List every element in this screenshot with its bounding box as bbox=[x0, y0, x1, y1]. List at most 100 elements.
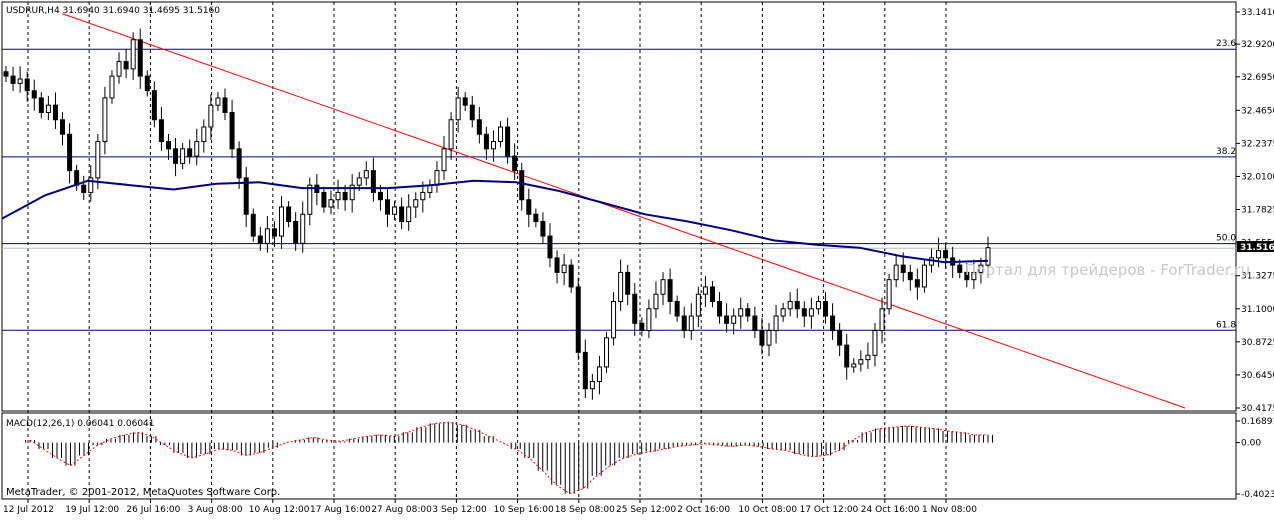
candle-bear bbox=[60, 119, 66, 135]
candle-bear bbox=[568, 264, 574, 288]
trendline bbox=[61, 13, 1186, 409]
time-tick-label: 12 Jul 2012 bbox=[3, 505, 54, 515]
price-tick-label: 33.1410 bbox=[1241, 8, 1274, 18]
candle-bear bbox=[709, 286, 715, 302]
candle-bear bbox=[222, 97, 228, 113]
candle-bull bbox=[406, 206, 412, 223]
macd-label: MACD(12,26,1) 0.06041 0.06041 bbox=[6, 419, 155, 429]
candle-bear bbox=[10, 75, 16, 84]
time-tick-label: 26 Jul 16:00 bbox=[126, 505, 180, 515]
time-tick-label: 17 Aug 16:00 bbox=[310, 505, 371, 515]
candle-bear bbox=[271, 228, 277, 237]
candle-bull bbox=[646, 308, 652, 332]
price-tick-label: 32.9200 bbox=[1241, 40, 1274, 50]
candle-bear bbox=[639, 322, 645, 332]
candle-bull bbox=[307, 184, 313, 215]
fib-level-label: 38.2 bbox=[1216, 147, 1236, 157]
candle-bear bbox=[476, 119, 482, 135]
candle-bull bbox=[363, 170, 369, 179]
candle-bear bbox=[674, 300, 680, 317]
price-tick-label: 30.4175 bbox=[1241, 404, 1274, 414]
candle-bear bbox=[554, 257, 560, 273]
candle-bear bbox=[745, 308, 751, 317]
price-pane bbox=[1, 1, 1237, 412]
candle-bear bbox=[293, 221, 299, 244]
candle-bull bbox=[893, 264, 899, 281]
candle-bear bbox=[582, 351, 588, 390]
candle-bull bbox=[45, 104, 51, 113]
candle-bull bbox=[851, 363, 857, 368]
candle-bull bbox=[441, 148, 447, 172]
candle-bull bbox=[858, 359, 864, 365]
candle-bull bbox=[773, 315, 779, 332]
price-tick-label: 31.3275 bbox=[1241, 272, 1274, 282]
candle-bear bbox=[681, 315, 687, 332]
price-tick-label: 30.6450 bbox=[1241, 371, 1274, 381]
price-tick-label: 32.0100 bbox=[1241, 172, 1274, 182]
candle-bull bbox=[872, 330, 878, 356]
current-price-badge bbox=[1237, 241, 1274, 252]
candle-bull bbox=[971, 271, 977, 281]
candle-bear bbox=[31, 90, 37, 99]
candle-bear bbox=[483, 133, 489, 150]
candle-bear bbox=[123, 61, 129, 70]
candle-bear bbox=[625, 271, 631, 295]
time-tick-label: 19 Jul 12:00 bbox=[65, 505, 119, 515]
candle-bear bbox=[512, 155, 518, 172]
candle-bear bbox=[717, 300, 723, 317]
macd-tick-label: -0.40234 bbox=[1241, 490, 1274, 500]
candle-bull bbox=[434, 170, 440, 186]
candle-bull bbox=[420, 191, 426, 201]
candle-bull bbox=[328, 199, 334, 208]
candle-bear bbox=[370, 170, 376, 193]
moving-average-line bbox=[1, 179, 989, 264]
candle-bear bbox=[837, 330, 843, 346]
time-tick-label: 25 Sep 12:00 bbox=[616, 505, 676, 515]
time-tick-label: 3 Aug 08:00 bbox=[188, 505, 243, 515]
trendline-segment bbox=[61, 13, 1186, 409]
fib-level-label: 50.0 bbox=[1216, 234, 1236, 244]
macd-signal-line bbox=[29, 421, 988, 495]
candle-bear bbox=[74, 170, 80, 186]
candle-bear bbox=[250, 213, 256, 237]
price-tick-label: 32.4650 bbox=[1241, 106, 1274, 116]
candle-bull bbox=[731, 315, 737, 324]
candle-bear bbox=[801, 308, 807, 317]
candle-bear bbox=[187, 148, 193, 157]
time-tick-label: 17 Oct 12:00 bbox=[800, 505, 859, 515]
candle-bull bbox=[264, 228, 270, 244]
candle-bull bbox=[109, 75, 115, 99]
candle-bear bbox=[519, 170, 525, 201]
candle-bear bbox=[759, 330, 765, 346]
candle-bear bbox=[321, 191, 327, 208]
candle-bear bbox=[469, 104, 475, 121]
candle-bull bbox=[780, 308, 786, 317]
candle-bear bbox=[823, 300, 829, 317]
candle-bull bbox=[194, 141, 200, 157]
candle-bull bbox=[695, 293, 701, 317]
current-price-label: 31.5160 bbox=[1240, 243, 1274, 253]
price-tick-label: 31.1000 bbox=[1241, 305, 1274, 315]
time-axis: 12 Jul 2012 19 Jul 12:00 26 Jul 16:00 3 Aug… bbox=[3, 499, 977, 515]
candle-bear bbox=[384, 199, 390, 215]
candle-bear bbox=[964, 271, 970, 281]
copyright: MetaTrader, © 2001-2012, MetaQuotes Soft… bbox=[6, 487, 280, 498]
candle-bear bbox=[547, 235, 553, 259]
candle-bull bbox=[604, 337, 610, 368]
candle-bear bbox=[900, 264, 906, 273]
price-tick-label: 31.7825 bbox=[1241, 206, 1274, 216]
time-tick-label: 10 Oct 08:00 bbox=[738, 505, 797, 515]
candle-bear bbox=[575, 286, 581, 353]
candle-bull bbox=[653, 293, 659, 310]
candle-bear bbox=[724, 315, 730, 324]
time-tick-label: 3 Sep 12:00 bbox=[432, 505, 487, 515]
candle-bear bbox=[632, 293, 638, 324]
price-tick-label: 32.2375 bbox=[1241, 139, 1274, 149]
candle-bull bbox=[879, 308, 885, 332]
fib-levels: 23.6 38.2 50.0 61.8 bbox=[2, 39, 1236, 331]
candle-bull bbox=[702, 286, 708, 295]
candle-bear bbox=[667, 279, 673, 302]
candle-bull bbox=[356, 177, 362, 186]
candle-bear bbox=[229, 111, 235, 150]
